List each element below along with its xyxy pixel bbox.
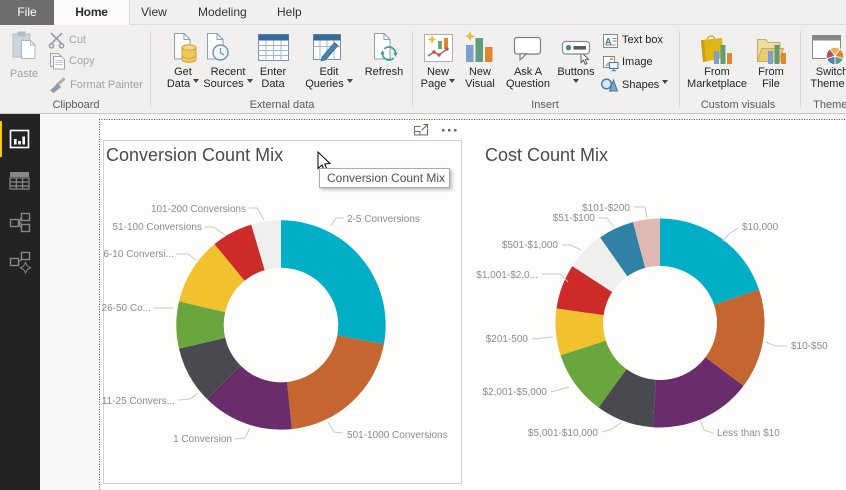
svg-text:2-5 Conversions: 2-5 Conversions (347, 214, 420, 225)
svg-text:Less than $10: Less than $10 (717, 428, 780, 439)
svg-text:$51-$100: $51-$100 (553, 213, 596, 224)
svg-text:$501-$1,000: $501-$1,000 (502, 240, 559, 251)
svg-text:101-200 Conversions: 101-200 Conversions (151, 204, 246, 215)
svg-text:$10,000: $10,000 (742, 222, 779, 233)
svg-text:501-1000 Conversions: 501-1000 Conversions (347, 430, 448, 441)
svg-text:$5,001-$10,000: $5,001-$10,000 (528, 428, 599, 439)
svg-text:26-50 Co...: 26-50 Co... (102, 303, 151, 314)
svg-text:$10-$50: $10-$50 (791, 341, 828, 352)
svg-text:$201-500: $201-500 (486, 334, 529, 345)
svg-text:51-100 Conversions: 51-100 Conversions (113, 222, 203, 233)
svg-text:$101-$200: $101-$200 (582, 203, 630, 214)
svg-text:6-10 Conversi...: 6-10 Conversi... (103, 249, 174, 260)
svg-text:A: A (605, 37, 612, 47)
svg-text:11-25 Convers...: 11-25 Convers... (102, 396, 175, 407)
svg-text:$2,001-$5,000: $2,001-$5,000 (482, 387, 547, 398)
svg-text:1 Conversion: 1 Conversion (173, 434, 232, 445)
svg-text:$1,001-$2,0...: $1,001-$2,0... (476, 270, 538, 281)
